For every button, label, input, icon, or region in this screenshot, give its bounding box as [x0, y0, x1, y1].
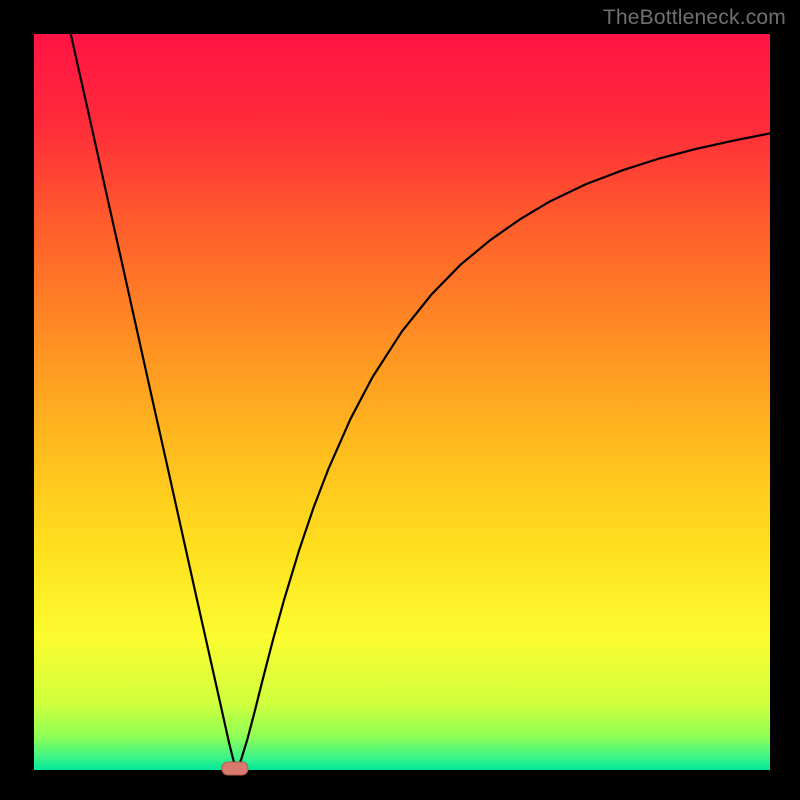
plot-background — [34, 34, 770, 770]
optimum-marker — [222, 762, 248, 775]
chart-frame: TheBottleneck.com — [0, 0, 800, 800]
watermark-text: TheBottleneck.com — [603, 6, 786, 30]
bottleneck-curve-chart — [0, 0, 800, 800]
